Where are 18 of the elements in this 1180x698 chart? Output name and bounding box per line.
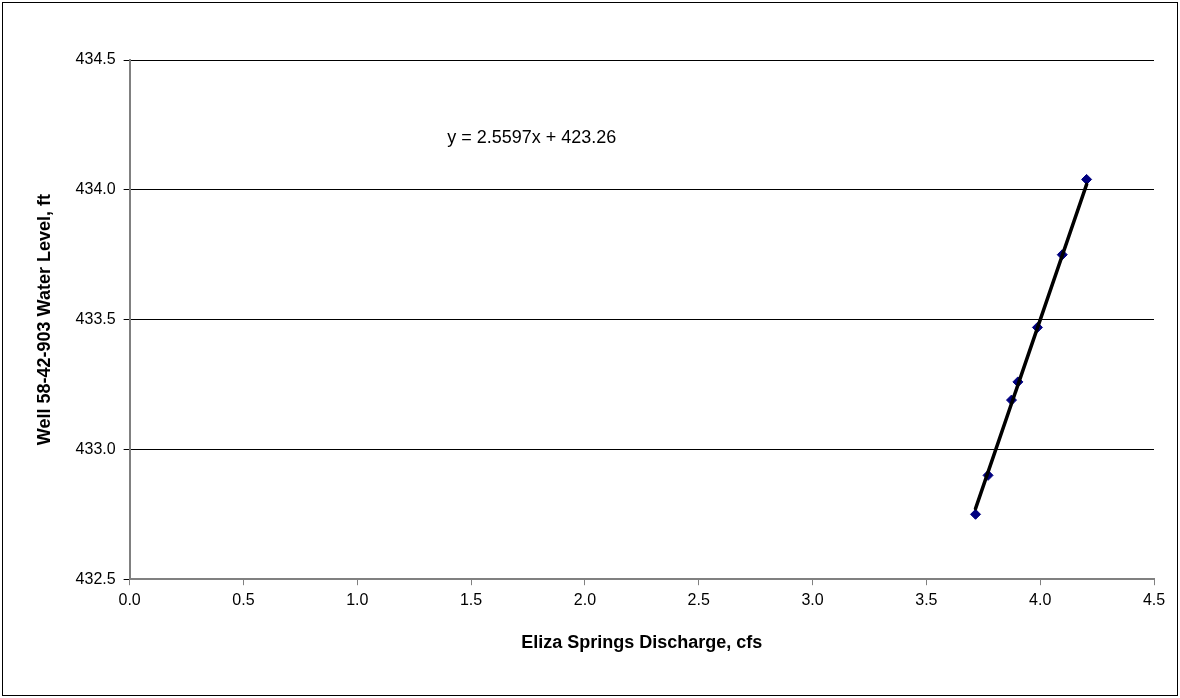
annotation: y = 2.5597x + 423.26 [447,126,617,147]
x-tick-label: 0.5 [232,591,255,609]
y-tick-label: 433.0 [75,439,116,457]
x-tick-label: 3.0 [801,591,824,609]
y-tick-label: 433.5 [75,310,116,328]
y-tick-label: 434.0 [75,180,116,198]
x-tick-label: 1.5 [459,591,483,609]
x-tick-label: 0.0 [118,591,141,609]
y-axis-title: Well 58-42-903 Water Level, ft [33,194,54,446]
x-tick-label: 4.5 [1142,591,1166,609]
x-tick-label: 1.0 [346,591,369,609]
y-tick-label: 432.5 [75,569,116,587]
x-tick-label: 4.0 [1029,591,1052,609]
x-tick-label: 2.5 [687,591,710,609]
x-tick-label: 2.0 [573,591,597,609]
x-axis-title: Eliza Springs Discharge, cfs [521,632,763,653]
x-tick-label: 3.5 [915,591,938,609]
y-tick-label: 434.5 [75,50,116,68]
